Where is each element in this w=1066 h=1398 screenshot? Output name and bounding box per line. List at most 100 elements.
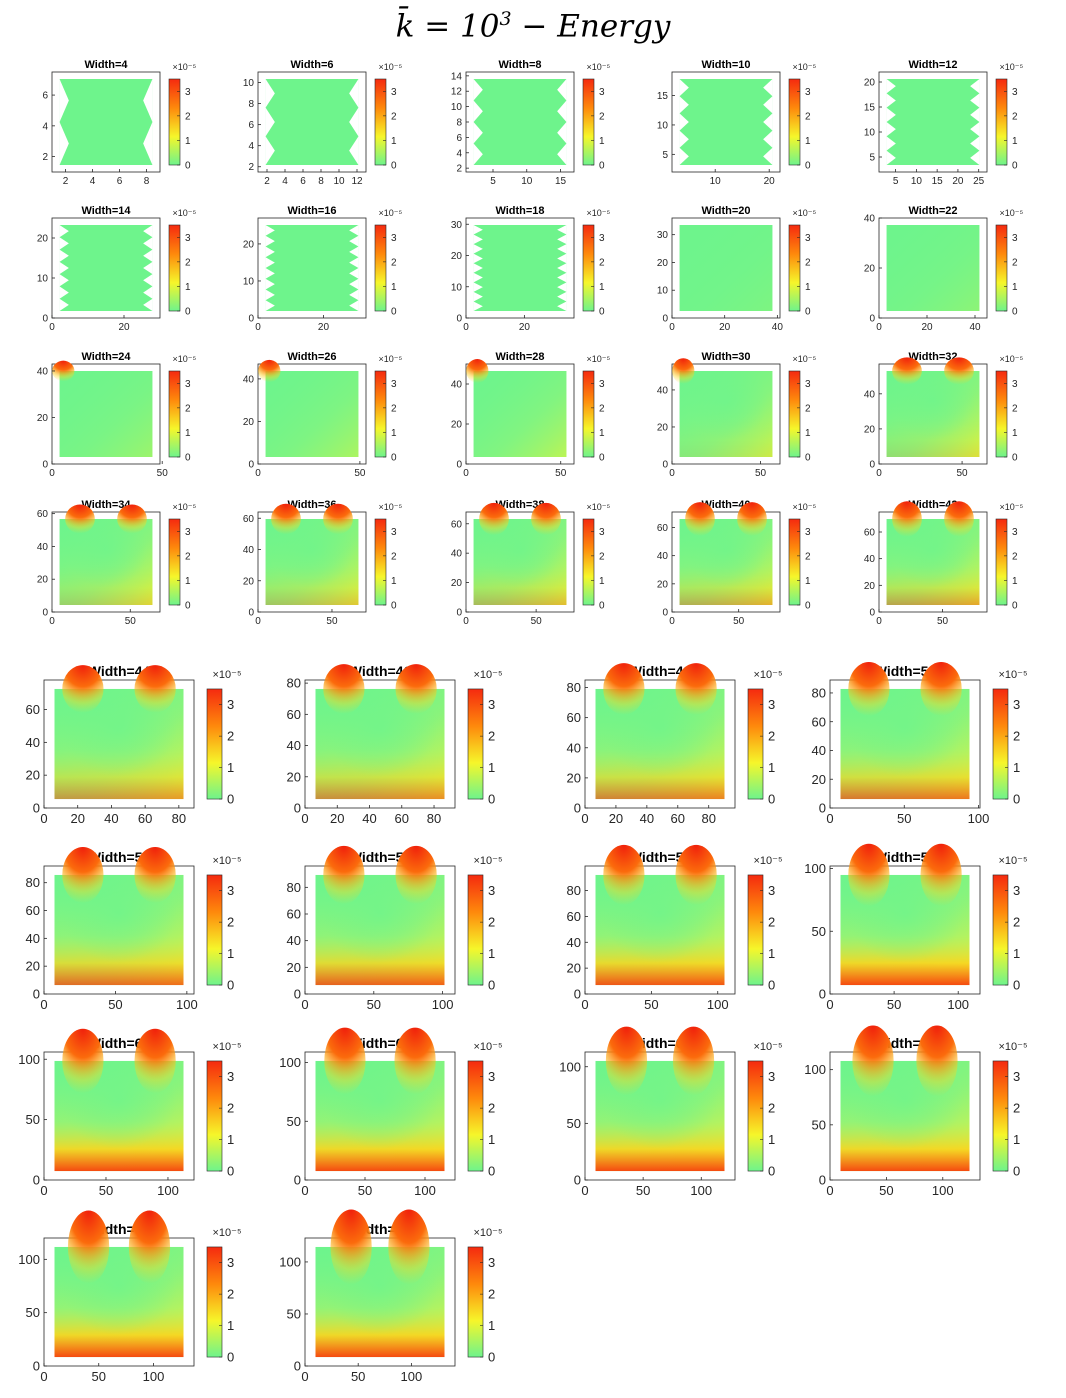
heatmap-edge-notch (557, 244, 567, 254)
heatmap-diagonal-shade (265, 371, 359, 457)
colorbar-exponent-label: ×10⁻⁵ (379, 208, 403, 218)
y-tick-label: 5 (662, 150, 668, 161)
y-tick-label: 0 (294, 801, 301, 816)
colorbar-exponent-label: ×10⁻⁵ (474, 1227, 503, 1239)
y-tick-label: 50 (567, 1116, 581, 1131)
y-tick-label: 40 (451, 380, 463, 391)
colorbar-tick-label: 3 (391, 87, 397, 98)
heatmap-base (886, 79, 980, 165)
colorbar-tick-label: 1 (1013, 760, 1020, 775)
heatmap-edge-notch (886, 136, 896, 151)
subplot-title: Width=6 (291, 59, 334, 71)
x-tick-label: 12 (351, 176, 363, 187)
colorbar (467, 1060, 484, 1172)
y-tick-label: 10 (243, 276, 255, 287)
colorbar-exponent-label: ×10⁻⁵ (587, 354, 611, 364)
colorbar-tick-label: 2 (1012, 551, 1018, 562)
colorbar-tick-label: 0 (185, 161, 191, 172)
x-tick-label: 100 (432, 997, 454, 1012)
x-tick-label: 0 (826, 811, 833, 826)
y-tick-label: 4 (42, 121, 48, 132)
y-tick-label: 40 (812, 743, 826, 758)
heatmap-edge-notch (265, 289, 275, 301)
figure-title-exponent: 3 (499, 8, 512, 30)
subplot: Width=26 0 50 0 20 40 0 1 2 3 ×10⁻⁵ (243, 351, 403, 479)
heatmap-hot-spot (685, 502, 715, 536)
heatmap-edge-notch (473, 263, 483, 273)
heatmap-edge-notch (349, 278, 359, 290)
subplot: Width=18 0 20 0 10 20 30 0 1 2 3 ×10⁻⁵ (451, 205, 611, 333)
colorbar-tick-label: 3 (599, 379, 605, 390)
colorbar (788, 370, 801, 458)
colorbar-tick-label: 2 (768, 729, 775, 744)
x-tick-label: 50 (733, 616, 745, 627)
x-tick-label: 15 (932, 176, 944, 187)
colorbar-tick-label: 3 (227, 883, 234, 898)
heatmap-edge-notch (143, 225, 153, 238)
colorbar-tick-label: 2 (1013, 729, 1020, 744)
heatmap-edge-notch (143, 286, 153, 299)
x-tick-label: 15 (555, 176, 567, 187)
x-tick-label: 0 (581, 997, 588, 1012)
heatmap-hot-spot (675, 663, 717, 715)
x-tick-label: 0 (49, 468, 55, 479)
subplot: Width=32 0 50 0 20 40 0 1 2 3 ×10⁻⁵ (864, 351, 1024, 479)
x-tick-label: 0 (40, 997, 47, 1012)
colorbar-tick-label: 3 (768, 883, 775, 898)
colorbar (467, 1246, 484, 1358)
heatmap-hot-spot (920, 843, 962, 907)
x-tick-label: 10 (521, 176, 533, 187)
colorbar (995, 78, 1008, 166)
subplot: Width=52 0 50 100 0 20 40 60 80 0 1 2 3 ×10⁻⁵ (26, 846, 242, 1012)
colorbar (168, 518, 181, 606)
y-tick-label: 20 (657, 258, 669, 269)
colorbar-tick-label: 3 (768, 1069, 775, 1084)
colorbar-tick-label: 0 (805, 307, 811, 318)
heatmap-edge-notch (59, 237, 69, 250)
y-tick-label: 0 (248, 314, 254, 325)
y-tick-label: 6 (248, 120, 254, 131)
x-tick-label: 20 (519, 322, 531, 333)
y-tick-label: 20 (26, 768, 40, 783)
y-tick-label: 40 (243, 374, 255, 385)
colorbar-exponent-label: ×10⁻⁵ (213, 855, 242, 867)
heatmap-hot-spot (944, 357, 974, 385)
x-tick-label: 50 (354, 468, 366, 479)
y-tick-label: 50 (812, 1117, 826, 1132)
colorbar-tick-label: 1 (1012, 136, 1018, 147)
x-tick-label: 0 (826, 1183, 833, 1198)
y-tick-label: 80 (567, 883, 581, 898)
colorbar-tick-label: 3 (185, 527, 191, 538)
subplot-title: Width=18 (495, 205, 544, 217)
x-tick-label: 20 (330, 811, 344, 826)
heatmap-edge-notch (970, 79, 980, 94)
x-tick-label: 40 (104, 811, 118, 826)
colorbar (467, 688, 484, 800)
heatmap-edge-notch (473, 272, 483, 283)
y-tick-label: 20 (243, 417, 255, 428)
y-tick-label: 60 (26, 903, 40, 918)
subplot-title: Width=4 (85, 59, 129, 71)
colorbar-tick-label: 0 (391, 161, 397, 172)
subplot: Width=56 0 50 100 0 20 40 60 80 0 1 2 3 ×10⁻⁵ (567, 844, 783, 1012)
heatmap-edge-notch (265, 246, 275, 258)
colorbar-tick-label: 1 (599, 282, 605, 293)
y-tick-label: 50 (26, 1112, 40, 1127)
colorbar-tick-label: 1 (1012, 576, 1018, 587)
subplot: Width=12 5 10 15 20 25 5 10 15 20 0 1 2 3 ×10⁻⁵ (864, 59, 1024, 187)
colorbar-tick-label: 0 (805, 601, 811, 612)
x-tick-label: 50 (879, 1183, 893, 1198)
y-tick-label: 20 (864, 581, 876, 592)
colorbar-tick-label: 0 (488, 1350, 495, 1365)
x-tick-label: 100 (143, 1369, 165, 1384)
heatmap-edge-notch (473, 234, 483, 245)
heatmap-edge-notch (265, 136, 275, 165)
heatmap-base (473, 79, 567, 165)
colorbar-exponent-label: ×10⁻⁵ (173, 208, 197, 218)
heatmap-hot-spot (603, 844, 645, 906)
x-tick-label: 60 (395, 811, 409, 826)
heatmap-edge-notch (349, 225, 359, 236)
heatmap-hot-spot (258, 359, 281, 383)
heatmap-edge-notch (970, 150, 980, 165)
